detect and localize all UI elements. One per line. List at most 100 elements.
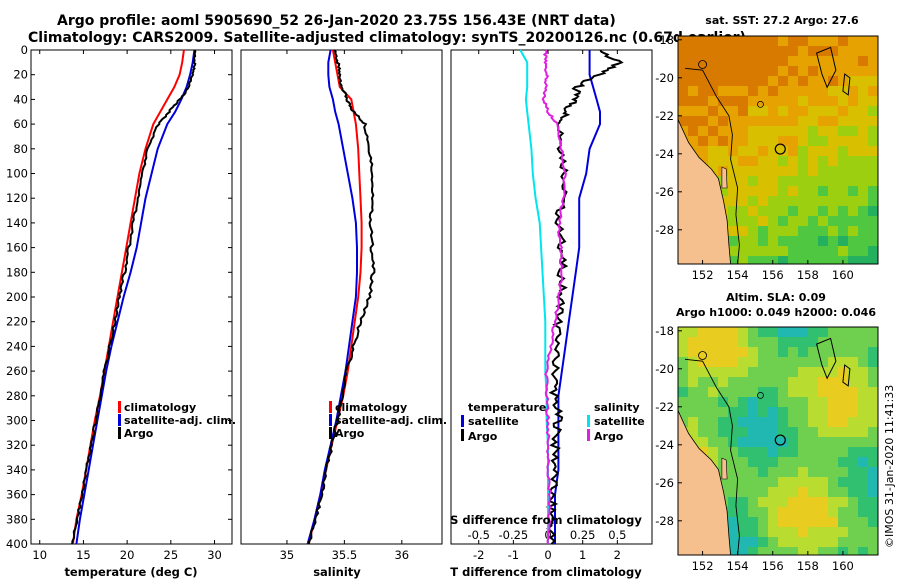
- sla-map-cell: [808, 337, 818, 347]
- sla-map-cell: [868, 467, 878, 477]
- sla-map-cell: [858, 387, 868, 397]
- sst-map-cell: [848, 166, 858, 176]
- sla-map-cell: [778, 327, 788, 337]
- depth-tick-label: 80: [13, 142, 28, 156]
- t-diff-xtick-label: 1: [579, 548, 586, 562]
- sst-map-cell: [828, 96, 838, 106]
- salinity-series-argo: [307, 49, 376, 545]
- sst-map-cell: [818, 256, 828, 264]
- sla-map-cell: [778, 477, 788, 487]
- sst-map-cell: [838, 76, 848, 86]
- sst-map-cell: [738, 176, 748, 186]
- sla-map-cell: [748, 387, 758, 397]
- sst-map-cell: [788, 176, 798, 186]
- sla-map-cell: [738, 497, 748, 507]
- sla-map-cell: [848, 367, 858, 377]
- sla-map-cell: [708, 397, 718, 407]
- sst-map-cell: [738, 196, 748, 206]
- sst-map-cell: [848, 106, 858, 116]
- sst-map-cell: [818, 226, 828, 236]
- sst-map-cell: [748, 196, 758, 206]
- sla-map-cell: [748, 367, 758, 377]
- legend-entry: satellite-adj. clim.: [335, 414, 447, 427]
- sst-island-contour: [698, 60, 707, 69]
- sst-map-cell: [788, 246, 798, 256]
- sla-map-cell: [848, 487, 858, 497]
- sst-map-cell: [868, 196, 878, 206]
- sla-map-cell: [728, 497, 738, 507]
- sst-map-cell: [778, 236, 788, 246]
- sla-map-title1: Altim. SLA: 0.09: [726, 291, 826, 304]
- sst-map-cell: [828, 46, 838, 56]
- sla-map-cell: [688, 417, 698, 427]
- sla-map-cell: [788, 527, 798, 537]
- sst-map-cell: [758, 166, 768, 176]
- sla-map-cell: [728, 407, 738, 417]
- sst-map-cell: [718, 46, 728, 56]
- sst-map-cell: [738, 226, 748, 236]
- sla-map-cell: [788, 487, 798, 497]
- sst-map-cell: [798, 226, 808, 236]
- t-diff-xtick-label: -1: [508, 548, 519, 562]
- sst-map-cell: [768, 46, 778, 56]
- sla-map-cell: [778, 337, 788, 347]
- sla-map-cell: [808, 547, 818, 555]
- sla-map-cell: [788, 387, 798, 397]
- sla-map-cell: [718, 327, 728, 337]
- sst-map-cell: [738, 146, 748, 156]
- sla-map-cell: [798, 477, 808, 487]
- sla-map-cell: [808, 467, 818, 477]
- sst-map-cell: [718, 146, 728, 156]
- sst-map-cell: [688, 106, 698, 116]
- sla-map-cell: [818, 457, 828, 467]
- sla-map-cell: [798, 467, 808, 477]
- legend-entry: satellite-adj. clim.: [124, 414, 236, 427]
- sla-map-cell: [788, 447, 798, 457]
- sst-map-cell: [798, 156, 808, 166]
- sst-map-cell: [758, 246, 768, 256]
- sst-map-cell: [718, 116, 728, 126]
- sst-map-cell: [688, 116, 698, 126]
- sla-map-cell: [728, 527, 738, 537]
- sla-map-cell: [768, 397, 778, 407]
- sla-map-cell: [858, 427, 868, 437]
- sla-map-cell: [708, 417, 718, 427]
- temperature-xtick-label: 10: [32, 548, 47, 562]
- sst-map-cell: [678, 46, 688, 56]
- sst-map-cell: [838, 36, 848, 46]
- sst-map-cell: [718, 156, 728, 166]
- sla-map-cell: [848, 327, 858, 337]
- sst-map-cell: [708, 156, 718, 166]
- sst-map-cell: [838, 96, 848, 106]
- sst-map-cell: [778, 76, 788, 86]
- sst-map-cell: [868, 46, 878, 56]
- sst-map-cell: [738, 236, 748, 246]
- sla-map-cell: [788, 327, 798, 337]
- sla-map-cell: [818, 357, 828, 367]
- sst-map-cell: [678, 86, 688, 96]
- sst-map-cell: [868, 186, 878, 196]
- sst-map-cell: [728, 136, 738, 146]
- sst-map-cell: [798, 46, 808, 56]
- sst-map-cell: [838, 116, 848, 126]
- sst-map-cell: [678, 106, 688, 116]
- sla-map-cell: [798, 497, 808, 507]
- sst-map-cell: [768, 36, 778, 46]
- sst-map-cell: [798, 256, 808, 264]
- sla-map-cell: [768, 517, 778, 527]
- sst-map-cell: [808, 96, 818, 106]
- sst-map-cell: [678, 76, 688, 86]
- sst-map-cell: [728, 196, 738, 206]
- sla-map-cell: [838, 507, 848, 517]
- sla-map-cell: [758, 457, 768, 467]
- sla-map-cell: [848, 507, 858, 517]
- sst-map-cell: [748, 106, 758, 116]
- sst-map-cell: [738, 256, 748, 264]
- sla-map-cell: [738, 477, 748, 487]
- sst-map-cell: [768, 96, 778, 106]
- sst-map-cell: [808, 156, 818, 166]
- sst-map-cell: [868, 136, 878, 146]
- sst-map-cell: [818, 186, 828, 196]
- sla-map-cell: [828, 427, 838, 437]
- sst-map-cell: [808, 56, 818, 66]
